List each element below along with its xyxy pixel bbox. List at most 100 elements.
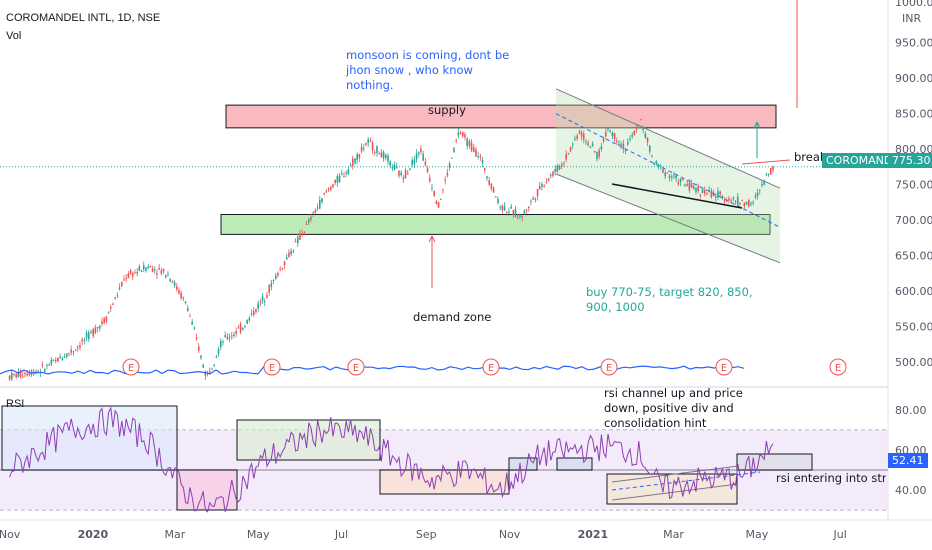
candle-body	[277, 272, 279, 276]
earnings-circle	[263, 358, 281, 376]
candle-body	[541, 184, 543, 187]
candle-body	[112, 303, 114, 305]
candle-body	[497, 198, 499, 204]
candle-body	[472, 147, 475, 153]
candle-body	[186, 307, 189, 311]
demand-arrow-head	[431, 235, 436, 243]
candle-body	[233, 334, 235, 336]
candle-body	[761, 184, 763, 186]
candle-body	[239, 323, 242, 333]
rsi-channel-lower	[611, 483, 739, 501]
candle-body	[351, 158, 354, 167]
candle-body	[607, 127, 609, 130]
price-tick-label: 650.00	[895, 250, 932, 263]
rsi-line	[9, 406, 774, 513]
candle-body	[613, 132, 616, 139]
candle-body	[673, 175, 675, 177]
candle-body	[266, 295, 268, 298]
monsoon-note: monsoon is coming, dont be jhon snow , w…	[346, 48, 510, 92]
candle-body	[189, 315, 191, 317]
candle-body	[435, 201, 438, 204]
candle-body	[28, 372, 31, 375]
candle-body	[417, 152, 420, 154]
earnings-letter: E	[835, 363, 841, 374]
candle-body	[235, 330, 237, 334]
candle-body	[651, 155, 653, 157]
candle-body	[323, 192, 325, 195]
candle-body	[92, 329, 94, 337]
candle-body	[94, 327, 97, 334]
candle-body	[81, 339, 83, 342]
candle-body	[376, 146, 378, 153]
candle-body	[453, 147, 455, 153]
candle-body	[591, 143, 594, 147]
candle-body	[675, 175, 677, 179]
candle-body	[758, 189, 761, 191]
candle-body	[677, 182, 680, 185]
candle-body	[556, 165, 559, 172]
candle-body	[398, 170, 400, 176]
candle-body	[173, 282, 176, 286]
candle-body	[263, 300, 266, 302]
candle-body	[219, 340, 222, 348]
candle-body	[642, 126, 644, 130]
candle-body	[519, 213, 521, 217]
candle-body	[127, 273, 130, 278]
candle-body	[569, 147, 572, 152]
candle-body	[490, 184, 493, 189]
candle-body	[215, 356, 218, 358]
candle-body	[288, 252, 290, 258]
candle-body	[459, 133, 462, 135]
candle-body	[629, 139, 631, 141]
price-tick-label: 900.00	[895, 72, 932, 85]
rsi-tick-label: 80.00	[895, 404, 927, 417]
candle-body	[123, 279, 125, 281]
candle-body	[116, 295, 119, 297]
candles	[8, 118, 774, 382]
candle-body	[547, 179, 550, 181]
candle-body	[338, 175, 341, 183]
candle-body	[72, 351, 75, 353]
candle-body	[503, 206, 506, 211]
candle-body	[635, 126, 638, 130]
candle-body	[259, 301, 262, 303]
candle-body	[703, 190, 706, 194]
candle-body	[283, 261, 286, 266]
candle-body	[228, 337, 231, 339]
candle-body	[697, 186, 699, 191]
candle-body	[604, 132, 607, 137]
candle-body	[668, 175, 671, 178]
candle-body	[290, 250, 292, 255]
candle-body	[349, 164, 352, 166]
candle-body	[736, 196, 739, 205]
candle-body	[332, 184, 334, 188]
candle-body	[448, 163, 451, 168]
candle-body	[444, 179, 446, 181]
candle-body	[105, 316, 108, 322]
candle-body	[769, 167, 772, 175]
candle-body	[294, 241, 297, 243]
candle-body	[596, 152, 598, 159]
candle-body	[10, 372, 13, 380]
candle-body	[402, 177, 405, 180]
price-tick-label: 700.00	[895, 214, 932, 227]
candle-body	[195, 337, 198, 339]
earnings-circle	[482, 358, 500, 376]
candle-body	[237, 327, 240, 329]
candle-body	[439, 198, 442, 200]
candle-body	[244, 326, 246, 328]
candle-body	[406, 173, 409, 175]
candle-body	[76, 347, 79, 349]
candle-body	[68, 352, 70, 354]
candle-body	[699, 194, 702, 196]
candle-body	[428, 177, 431, 182]
earnings-letter: E	[353, 363, 359, 374]
candle-body	[65, 353, 68, 357]
candle-body	[712, 192, 715, 196]
candle-body	[578, 131, 581, 134]
earnings-letter: E	[269, 363, 275, 374]
candle-body	[373, 152, 376, 154]
candle-body	[655, 160, 658, 164]
price-tick-label: 750.00	[895, 179, 932, 192]
